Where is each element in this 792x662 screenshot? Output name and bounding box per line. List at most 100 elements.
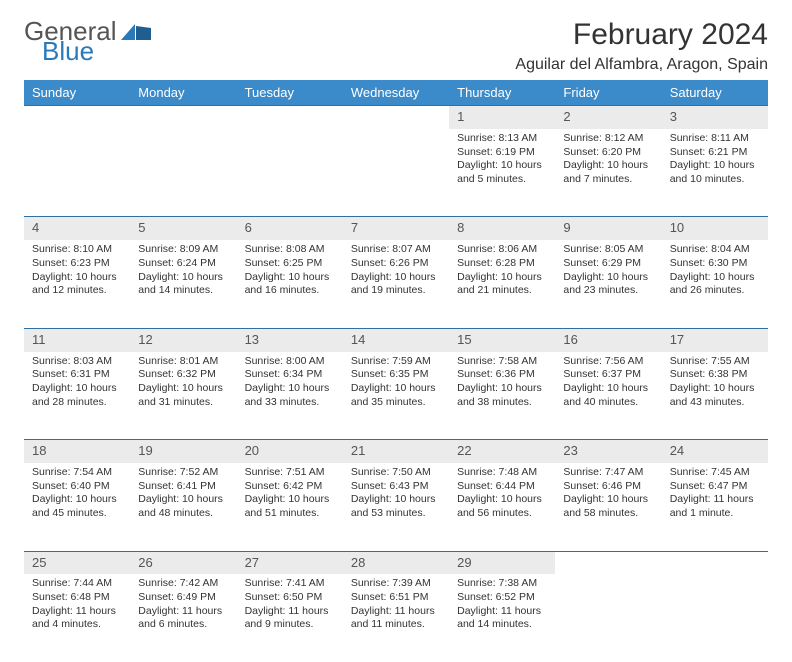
sunrise-text: Sunrise: 8:10 AM (32, 243, 122, 257)
day-number-cell: 17 (662, 328, 768, 351)
day-number-cell: 18 (24, 440, 130, 463)
day-number-cell: 29 (449, 551, 555, 574)
daylight-text: Daylight: 11 hours and 6 minutes. (138, 605, 228, 632)
sunrise-text: Sunrise: 7:42 AM (138, 577, 228, 591)
page-header: General Blue February 2024 Aguilar del A… (24, 18, 768, 74)
detail-row: Sunrise: 8:13 AMSunset: 6:19 PMDaylight:… (24, 129, 768, 217)
daylight-text: Daylight: 10 hours and 43 minutes. (670, 382, 760, 409)
day-detail-cell: Sunrise: 7:59 AMSunset: 6:35 PMDaylight:… (343, 352, 449, 440)
day-number-cell: 16 (555, 328, 661, 351)
daynum-row: 11121314151617 (24, 328, 768, 351)
daylight-text: Daylight: 10 hours and 5 minutes. (457, 159, 547, 186)
day-detail-cell: Sunrise: 7:45 AMSunset: 6:47 PMDaylight:… (662, 463, 768, 551)
sunrise-text: Sunrise: 8:03 AM (32, 355, 122, 369)
day-detail-cell: Sunrise: 8:09 AMSunset: 6:24 PMDaylight:… (130, 240, 236, 328)
day-number-cell (130, 106, 236, 129)
day-number-cell: 9 (555, 217, 661, 240)
day-detail-cell: Sunrise: 7:41 AMSunset: 6:50 PMDaylight:… (237, 574, 343, 662)
daylight-text: Daylight: 11 hours and 4 minutes. (32, 605, 122, 632)
daylight-text: Daylight: 10 hours and 48 minutes. (138, 493, 228, 520)
weekday-header: Monday (130, 80, 236, 106)
day-number-cell: 24 (662, 440, 768, 463)
day-detail-cell: Sunrise: 7:55 AMSunset: 6:38 PMDaylight:… (662, 352, 768, 440)
sunrise-text: Sunrise: 7:59 AM (351, 355, 441, 369)
sunset-text: Sunset: 6:24 PM (138, 257, 228, 271)
weekday-header: Friday (555, 80, 661, 106)
daylight-text: Daylight: 10 hours and 51 minutes. (245, 493, 335, 520)
location-text: Aguilar del Alfambra, Aragon, Spain (515, 56, 768, 74)
sunrise-text: Sunrise: 7:48 AM (457, 466, 547, 480)
sunset-text: Sunset: 6:43 PM (351, 480, 441, 494)
daylight-text: Daylight: 10 hours and 26 minutes. (670, 271, 760, 298)
day-detail-cell: Sunrise: 7:48 AMSunset: 6:44 PMDaylight:… (449, 463, 555, 551)
daylight-text: Daylight: 10 hours and 7 minutes. (563, 159, 653, 186)
sunset-text: Sunset: 6:49 PM (138, 591, 228, 605)
daylight-text: Daylight: 10 hours and 12 minutes. (32, 271, 122, 298)
day-detail-cell: Sunrise: 8:06 AMSunset: 6:28 PMDaylight:… (449, 240, 555, 328)
detail-row: Sunrise: 7:44 AMSunset: 6:48 PMDaylight:… (24, 574, 768, 662)
daynum-row: 18192021222324 (24, 440, 768, 463)
day-number-cell: 13 (237, 328, 343, 351)
sunset-text: Sunset: 6:38 PM (670, 368, 760, 382)
detail-row: Sunrise: 7:54 AMSunset: 6:40 PMDaylight:… (24, 463, 768, 551)
day-number-cell: 21 (343, 440, 449, 463)
sunrise-text: Sunrise: 7:45 AM (670, 466, 760, 480)
day-detail-cell: Sunrise: 8:10 AMSunset: 6:23 PMDaylight:… (24, 240, 130, 328)
sunrise-text: Sunrise: 7:56 AM (563, 355, 653, 369)
weekday-header: Thursday (449, 80, 555, 106)
day-detail-cell: Sunrise: 8:05 AMSunset: 6:29 PMDaylight:… (555, 240, 661, 328)
sunset-text: Sunset: 6:25 PM (245, 257, 335, 271)
logo-text-blue: Blue (42, 38, 151, 64)
sunset-text: Sunset: 6:44 PM (457, 480, 547, 494)
daylight-text: Daylight: 11 hours and 9 minutes. (245, 605, 335, 632)
day-number-cell: 10 (662, 217, 768, 240)
daylight-text: Daylight: 10 hours and 33 minutes. (245, 382, 335, 409)
daylight-text: Daylight: 10 hours and 19 minutes. (351, 271, 441, 298)
sunrise-text: Sunrise: 7:52 AM (138, 466, 228, 480)
logo: General Blue (24, 18, 151, 64)
daylight-text: Daylight: 10 hours and 21 minutes. (457, 271, 547, 298)
sunrise-text: Sunrise: 7:38 AM (457, 577, 547, 591)
sunset-text: Sunset: 6:28 PM (457, 257, 547, 271)
daylight-text: Daylight: 10 hours and 53 minutes. (351, 493, 441, 520)
day-number-cell: 15 (449, 328, 555, 351)
weekday-header: Saturday (662, 80, 768, 106)
sunrise-text: Sunrise: 8:05 AM (563, 243, 653, 257)
day-number-cell: 7 (343, 217, 449, 240)
day-detail-cell: Sunrise: 7:51 AMSunset: 6:42 PMDaylight:… (237, 463, 343, 551)
daylight-text: Daylight: 10 hours and 31 minutes. (138, 382, 228, 409)
daylight-text: Daylight: 10 hours and 35 minutes. (351, 382, 441, 409)
day-detail-cell: Sunrise: 8:07 AMSunset: 6:26 PMDaylight:… (343, 240, 449, 328)
calendar-table: Sunday Monday Tuesday Wednesday Thursday… (24, 80, 768, 662)
weekday-header: Tuesday (237, 80, 343, 106)
daylight-text: Daylight: 10 hours and 23 minutes. (563, 271, 653, 298)
sunset-text: Sunset: 6:41 PM (138, 480, 228, 494)
day-detail-cell (555, 574, 661, 662)
daylight-text: Daylight: 10 hours and 28 minutes. (32, 382, 122, 409)
sunrise-text: Sunrise: 8:04 AM (670, 243, 760, 257)
day-detail-cell (343, 129, 449, 217)
daylight-text: Daylight: 10 hours and 16 minutes. (245, 271, 335, 298)
daylight-text: Daylight: 10 hours and 45 minutes. (32, 493, 122, 520)
day-number-cell: 4 (24, 217, 130, 240)
daylight-text: Daylight: 11 hours and 1 minute. (670, 493, 760, 520)
sunset-text: Sunset: 6:46 PM (563, 480, 653, 494)
title-block: February 2024 Aguilar del Alfambra, Arag… (515, 18, 768, 74)
sunset-text: Sunset: 6:26 PM (351, 257, 441, 271)
sunrise-text: Sunrise: 7:51 AM (245, 466, 335, 480)
sunset-text: Sunset: 6:51 PM (351, 591, 441, 605)
day-number-cell: 27 (237, 551, 343, 574)
sunrise-text: Sunrise: 8:13 AM (457, 132, 547, 146)
weekday-header: Wednesday (343, 80, 449, 106)
day-number-cell: 28 (343, 551, 449, 574)
sunset-text: Sunset: 6:21 PM (670, 146, 760, 160)
day-detail-cell (130, 129, 236, 217)
day-number-cell: 1 (449, 106, 555, 129)
daylight-text: Daylight: 10 hours and 10 minutes. (670, 159, 760, 186)
detail-row: Sunrise: 8:03 AMSunset: 6:31 PMDaylight:… (24, 352, 768, 440)
detail-row: Sunrise: 8:10 AMSunset: 6:23 PMDaylight:… (24, 240, 768, 328)
daynum-row: 123 (24, 106, 768, 129)
sunrise-text: Sunrise: 8:06 AM (457, 243, 547, 257)
sunset-text: Sunset: 6:31 PM (32, 368, 122, 382)
sunrise-text: Sunrise: 7:44 AM (32, 577, 122, 591)
